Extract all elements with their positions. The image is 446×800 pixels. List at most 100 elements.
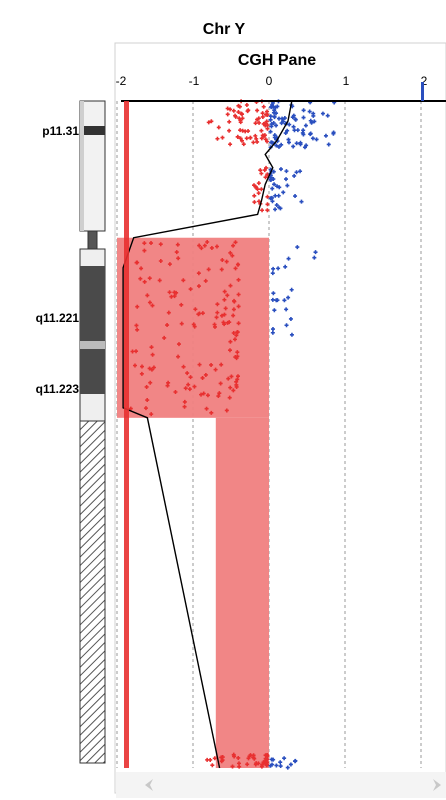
- loss-point: [252, 193, 257, 198]
- gain-point: [331, 130, 336, 135]
- band-label-q11-221: q11.221: [36, 311, 80, 325]
- gain-point: [298, 169, 303, 174]
- loss-point: [262, 133, 267, 138]
- gain-point: [301, 115, 306, 120]
- gain-point: [270, 199, 275, 204]
- loss-point: [231, 243, 236, 248]
- loss-point: [246, 108, 251, 113]
- gain-point: [286, 140, 291, 145]
- loss-point: [187, 387, 192, 392]
- loss-point: [222, 312, 227, 317]
- loss-point: [201, 391, 206, 396]
- gain-point: [274, 143, 279, 148]
- q11-221-band: [80, 266, 105, 341]
- gain-point: [275, 298, 280, 303]
- horizontal-scrollbar[interactable]: [116, 772, 446, 798]
- loss-point: [224, 259, 229, 264]
- gain-point: [291, 113, 296, 118]
- loss-point: [200, 311, 205, 316]
- loss-point: [228, 250, 233, 255]
- band-label-p11-31: p11.31: [42, 124, 79, 138]
- loss-point: [233, 114, 238, 119]
- loss-point: [212, 324, 217, 329]
- loss-point: [231, 313, 236, 318]
- loss-point: [183, 386, 188, 391]
- loss-point: [174, 250, 179, 255]
- loss-point: [147, 366, 152, 371]
- loss-point: [236, 321, 241, 326]
- loss-point: [196, 271, 201, 276]
- loss-point: [253, 133, 258, 138]
- gain-point: [298, 142, 303, 147]
- loss-point: [240, 128, 245, 133]
- gain-point: [285, 128, 290, 133]
- gain-point: [273, 193, 278, 198]
- loss-point: [173, 389, 178, 394]
- loss-point: [169, 294, 174, 299]
- loss-point: [225, 293, 230, 298]
- loss-point: [214, 244, 219, 249]
- gain-point: [272, 135, 277, 140]
- scroll-left-arrow-icon[interactable]: [145, 779, 153, 791]
- loss-point: [265, 194, 270, 199]
- gain-point: [292, 128, 297, 133]
- gain-point: [294, 170, 299, 175]
- gain-point: [270, 271, 275, 276]
- loss-point: [192, 384, 197, 389]
- x-tick-label: 1: [343, 74, 350, 88]
- gain-point: [280, 116, 285, 121]
- loss-point: [258, 168, 263, 173]
- gain-point: [308, 131, 313, 136]
- loss-point: [259, 171, 264, 176]
- scroll-right-arrow-icon[interactable]: [433, 779, 441, 791]
- loss-point: [134, 349, 139, 354]
- loss-point: [263, 761, 268, 766]
- loss-point: [157, 278, 162, 283]
- loss-point: [191, 322, 196, 327]
- gain-point: [326, 142, 331, 147]
- loss-point: [252, 756, 257, 761]
- scrollbar-track[interactable]: [116, 772, 446, 798]
- loss-point: [172, 290, 177, 295]
- loss-point: [138, 276, 143, 281]
- gain-point: [286, 256, 291, 261]
- chart-title: Chr Y: [203, 21, 246, 38]
- q11-222-band: [80, 341, 105, 349]
- gain-point: [299, 199, 304, 204]
- loss-point: [176, 354, 181, 359]
- loss-point: [210, 763, 215, 768]
- x-tick-label: 0: [266, 74, 273, 88]
- loss-point: [214, 315, 219, 320]
- loss-point: [263, 175, 268, 180]
- loss-point: [237, 764, 242, 769]
- loss-point: [238, 118, 243, 123]
- gain-point: [276, 266, 281, 271]
- gain-point: [301, 132, 306, 137]
- loss-point: [237, 104, 242, 109]
- loss-point: [259, 128, 264, 133]
- loss-point: [182, 399, 187, 404]
- loss-point: [149, 241, 154, 246]
- loss-point: [232, 337, 237, 342]
- loss-point: [264, 165, 269, 170]
- aberration-region: [215, 417, 269, 768]
- gain-point: [268, 175, 273, 180]
- loss-point: [139, 364, 144, 369]
- loss-point: [219, 313, 224, 318]
- loss-point: [251, 753, 256, 758]
- loss-point: [150, 303, 155, 308]
- loss-point: [167, 262, 172, 267]
- loss-point: [217, 391, 222, 396]
- gain-point: [274, 203, 279, 208]
- gain-point: [288, 316, 293, 321]
- gain-point: [277, 185, 282, 190]
- loss-point: [260, 111, 265, 116]
- loss-point: [265, 109, 270, 114]
- loss-point: [232, 298, 237, 303]
- x-tick-labels: -2 -1 0 1 2: [116, 74, 428, 88]
- loss-point: [216, 394, 221, 399]
- loss-point: [135, 304, 140, 309]
- gain-point: [269, 122, 274, 127]
- gain-point: [291, 144, 296, 149]
